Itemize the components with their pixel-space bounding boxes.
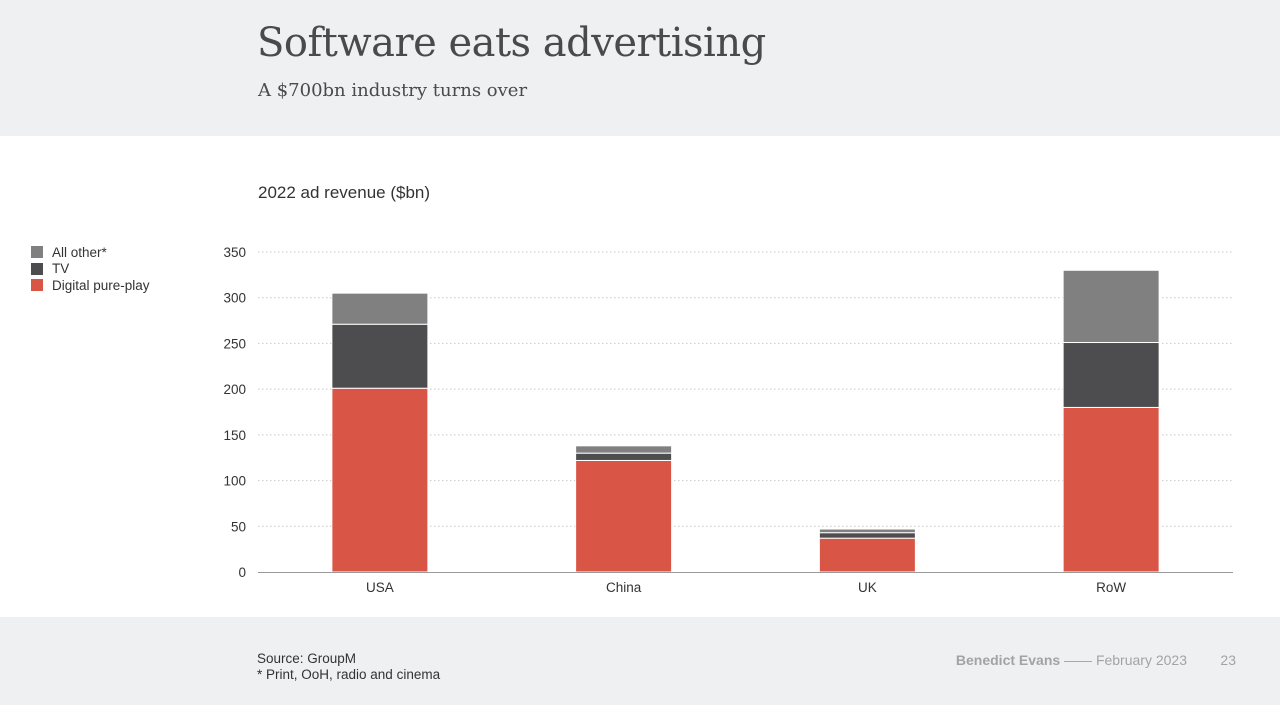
- y-tick-label: 0: [238, 565, 246, 580]
- x-tick-label: RoW: [1096, 580, 1126, 595]
- bar-segment: [1062, 269, 1160, 344]
- credit: Benedict Evans —— February 2023: [956, 652, 1187, 668]
- legend-swatch: [31, 279, 43, 292]
- bar-segment: [818, 532, 916, 539]
- y-tick-label: 100: [223, 474, 246, 489]
- x-tick-label: USA: [366, 580, 394, 595]
- author-name: Benedict Evans: [955, 652, 1061, 668]
- chart-title: 2022 ad revenue ($bn): [258, 183, 431, 202]
- page-number: 23: [1220, 652, 1236, 668]
- bar-segment: [575, 452, 673, 461]
- bar-segment: [818, 537, 916, 573]
- chart-legend: All other* TV Digital pure-play: [31, 244, 150, 294]
- legend-label: TV: [52, 261, 70, 277]
- credit-separator: ——: [1064, 652, 1093, 668]
- y-tick-label: 300: [223, 291, 246, 306]
- x-tick-label: UK: [858, 580, 877, 595]
- legend-swatch: [31, 246, 43, 259]
- credit-date: February 2023: [1095, 652, 1187, 668]
- footnote-line: * Print, OoH, radio and cinema: [257, 667, 441, 682]
- bar-segment: [575, 445, 673, 454]
- legend-label: Digital pure-play: [52, 277, 150, 293]
- header-band: Software eats advertising A $700bn indus…: [0, 0, 1280, 136]
- legend-item-all-other: All other*: [31, 244, 150, 261]
- source-note: Source: GroupM * Print, OoH, radio and c…: [257, 651, 440, 683]
- footer-band: Source: GroupM * Print, OoH, radio and c…: [0, 617, 1280, 705]
- page-title: Software eats advertising: [257, 20, 766, 66]
- source-line: Source: GroupM: [257, 651, 357, 666]
- bar-segment: [818, 528, 916, 534]
- legend-swatch: [31, 262, 43, 275]
- page-subtitle: A $700bn industry turns over: [258, 80, 528, 101]
- bar-segment: [331, 387, 429, 573]
- bar-segment: [1062, 406, 1160, 573]
- y-tick-label: 250: [223, 336, 246, 351]
- y-tick-label: 350: [223, 245, 246, 260]
- y-tick-label: 50: [231, 519, 246, 534]
- bar-segment: [575, 459, 673, 573]
- legend-label: All other*: [52, 244, 107, 260]
- bar-segment: [1062, 342, 1160, 408]
- legend-item-tv: TV: [31, 261, 150, 278]
- x-tick-label: China: [606, 580, 642, 595]
- legend-item-digital: Digital pure-play: [31, 277, 150, 294]
- bar-segment: [331, 323, 429, 389]
- bar-segment: [331, 292, 429, 325]
- y-tick-label: 200: [223, 382, 246, 397]
- y-tick-label: 150: [223, 428, 246, 443]
